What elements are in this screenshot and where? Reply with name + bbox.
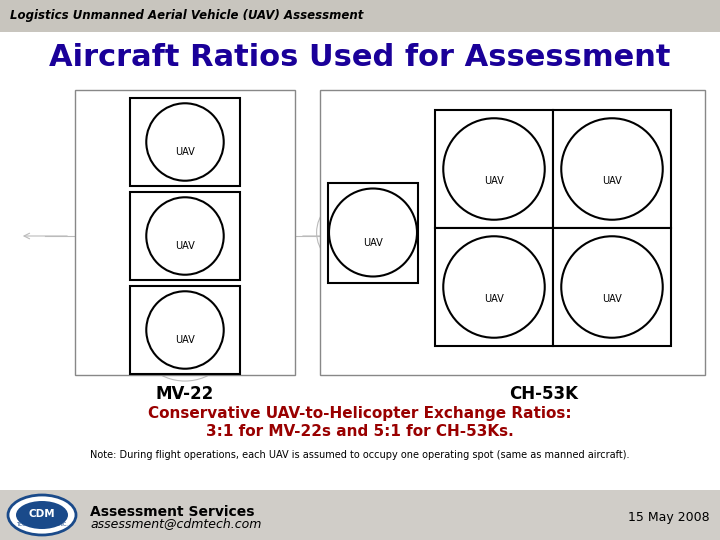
Text: UAV: UAV [484, 294, 504, 304]
Text: MV-22: MV-22 [156, 385, 214, 403]
Bar [553, 228, 671, 346]
Text: TECHNOLOGIES, INC.: TECHNOLOGIES, INC. [16, 522, 68, 526]
Text: UAV: UAV [602, 176, 622, 186]
Bar [0, 32, 720, 492]
Bar [75, 90, 295, 375]
Bar [435, 110, 553, 228]
Text: assessment@cdmtech.com: assessment@cdmtech.com [90, 517, 261, 530]
Text: Conservative UAV-to-Helicopter Exchange Ratios:: Conservative UAV-to-Helicopter Exchange … [148, 406, 572, 421]
Bar [0, 0, 720, 32]
Text: UAV: UAV [363, 238, 383, 247]
Text: UAV: UAV [175, 241, 195, 251]
Text: CH-53K: CH-53K [509, 385, 577, 403]
Text: Assessment Services: Assessment Services [90, 505, 254, 519]
Text: Aircraft Ratios Used for Assessment: Aircraft Ratios Used for Assessment [49, 44, 671, 72]
Text: UAV: UAV [484, 176, 504, 186]
Bar [328, 183, 418, 282]
Bar [0, 490, 720, 540]
Text: UAV: UAV [175, 147, 195, 157]
Text: Logistics Unmanned Aerial Vehicle (UAV) Assessment: Logistics Unmanned Aerial Vehicle (UAV) … [10, 10, 364, 23]
Text: UAV: UAV [602, 294, 622, 304]
Bar [130, 192, 240, 280]
Text: 3:1 for MV-22s and 5:1 for CH-53Ks.: 3:1 for MV-22s and 5:1 for CH-53Ks. [206, 424, 514, 439]
Text: 15 May 2008: 15 May 2008 [629, 511, 710, 524]
Bar [553, 110, 671, 228]
Bar [130, 286, 240, 374]
Text: UAV: UAV [175, 335, 195, 345]
Ellipse shape [8, 495, 76, 535]
Bar [320, 90, 705, 375]
Text: Note: During flight operations, each UAV is assumed to occupy one operating spot: Note: During flight operations, each UAV… [90, 450, 630, 460]
Ellipse shape [16, 501, 68, 529]
Bar [130, 98, 240, 186]
Bar [435, 228, 553, 346]
Text: CDM: CDM [29, 509, 55, 519]
